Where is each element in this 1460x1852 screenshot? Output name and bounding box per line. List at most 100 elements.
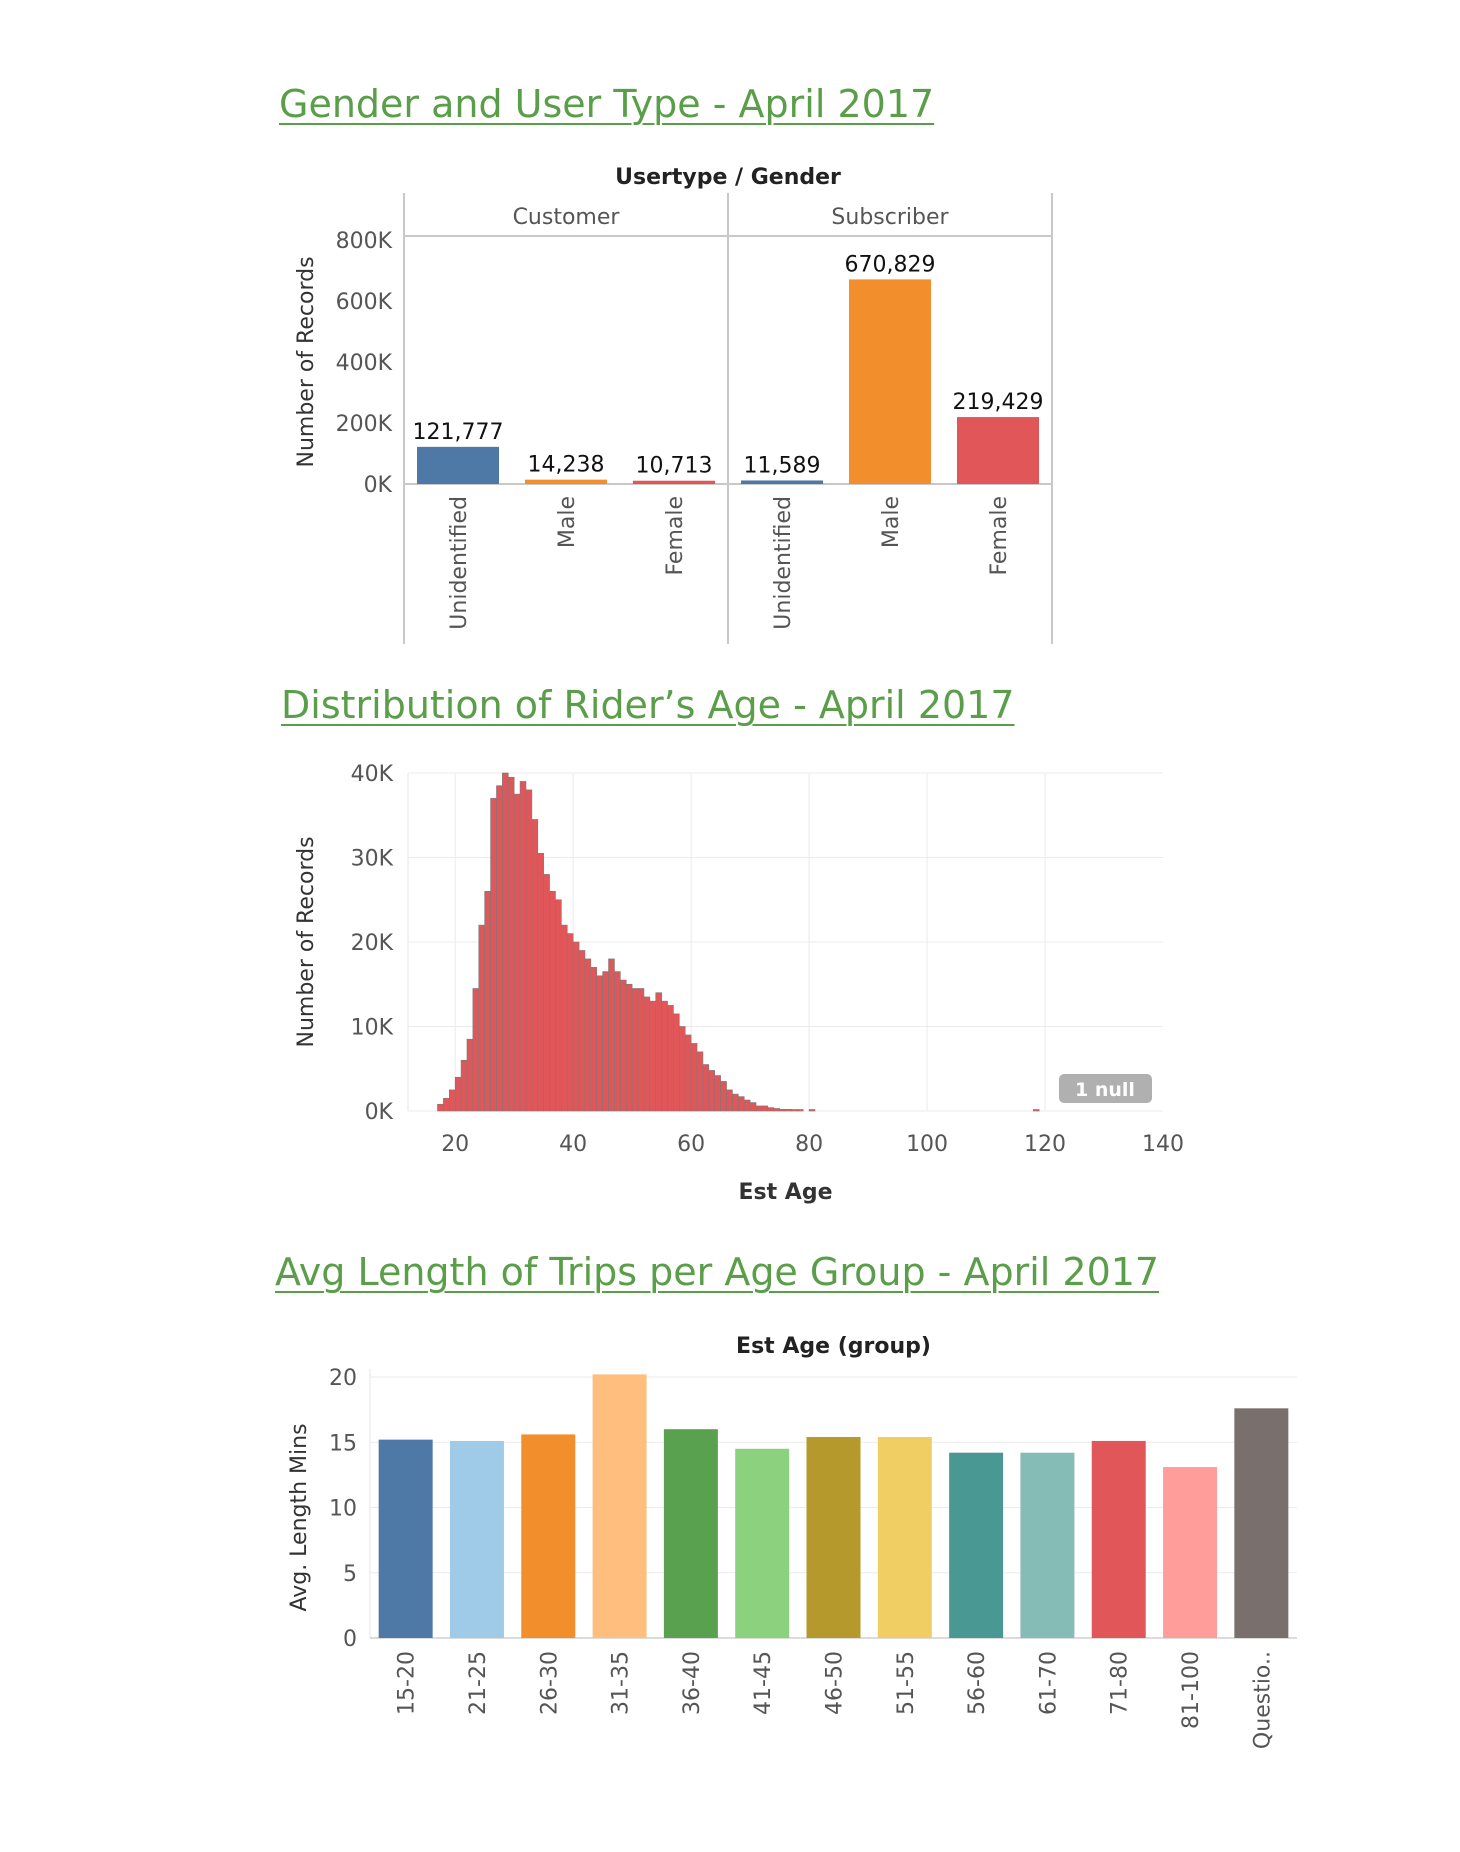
gender-usertype-title: Gender and User Type - April 2017 bbox=[279, 82, 935, 126]
x-category-label: Male bbox=[879, 496, 904, 548]
histogram-bar bbox=[673, 1013, 680, 1112]
histogram-bar bbox=[454, 1076, 462, 1112]
bar bbox=[877, 1437, 932, 1638]
bar bbox=[1163, 1467, 1218, 1638]
x-category-label: 61-70 bbox=[1036, 1651, 1061, 1715]
histogram-bar bbox=[525, 789, 533, 1112]
bar-value-label: 670,829 bbox=[845, 252, 936, 277]
x-category-label: 71-80 bbox=[1108, 1651, 1133, 1715]
histogram-bar bbox=[596, 975, 603, 1112]
histogram-bar bbox=[684, 1034, 692, 1112]
histogram-bar bbox=[714, 1075, 721, 1112]
histogram-bar bbox=[472, 988, 480, 1112]
y-tick-label: 400K bbox=[336, 351, 393, 376]
x-category-label: Female bbox=[663, 496, 688, 576]
x-category-label: 46-50 bbox=[823, 1651, 848, 1715]
bar bbox=[521, 1434, 576, 1638]
histogram-bar bbox=[761, 1105, 769, 1112]
histogram-bar bbox=[443, 1098, 450, 1112]
bar bbox=[378, 1439, 433, 1638]
y-tick-label: 0K bbox=[364, 473, 393, 498]
bar bbox=[741, 480, 823, 484]
x-category-label: 51-55 bbox=[894, 1651, 919, 1715]
histogram-bar bbox=[690, 1043, 698, 1112]
histogram-bar bbox=[519, 781, 527, 1112]
y-tick-label: 200K bbox=[336, 412, 393, 437]
histogram-bar bbox=[679, 1026, 686, 1112]
histogram-bar bbox=[513, 793, 521, 1112]
histogram-bar bbox=[566, 933, 574, 1112]
histogram-bar bbox=[466, 1038, 474, 1112]
group-label: Subscriber bbox=[831, 205, 949, 230]
histogram-bar bbox=[602, 971, 609, 1112]
x-tick-label: 60 bbox=[677, 1132, 705, 1157]
x-category-label: 15-20 bbox=[395, 1651, 420, 1715]
histogram-bar bbox=[484, 891, 491, 1112]
x-category-label: 26-30 bbox=[537, 1651, 562, 1715]
histogram-bar bbox=[614, 971, 621, 1112]
histogram-bar bbox=[667, 1005, 674, 1112]
bar bbox=[592, 1374, 647, 1638]
trip-length-title: Avg Length of Trips per Age Group - Apri… bbox=[275, 1250, 1160, 1294]
x-tick-label: 100 bbox=[906, 1132, 948, 1157]
bar-value-label: 219,429 bbox=[953, 390, 1044, 415]
histogram-bar bbox=[791, 1109, 798, 1112]
histogram-bar bbox=[702, 1064, 710, 1112]
histogram-bar bbox=[785, 1109, 792, 1112]
y-axis-label: Number of Records bbox=[294, 836, 319, 1047]
age-distribution-title: Distribution of Rider’s Age - April 2017 bbox=[281, 683, 1015, 727]
x-category-label: 41-45 bbox=[751, 1651, 776, 1715]
histogram-bar bbox=[561, 924, 568, 1112]
usertype-gender-header: Usertype / Gender bbox=[615, 165, 841, 190]
bar-value-label: 11,589 bbox=[744, 453, 821, 478]
age-group-header: Est Age (group) bbox=[736, 1334, 931, 1359]
histogram-bar bbox=[507, 776, 515, 1112]
histogram-bar bbox=[502, 772, 509, 1112]
histogram-bar bbox=[590, 967, 598, 1112]
y-tick-label: 0 bbox=[343, 1627, 357, 1652]
bar bbox=[449, 1440, 504, 1638]
x-category-label: 56-60 bbox=[965, 1651, 990, 1715]
histogram-bar bbox=[649, 1000, 657, 1112]
histogram-bar bbox=[720, 1081, 727, 1112]
histogram-bar bbox=[478, 924, 485, 1112]
histogram-bar bbox=[531, 819, 539, 1112]
histogram-bar bbox=[543, 874, 550, 1112]
x-category-label: 21-25 bbox=[466, 1651, 491, 1715]
bar bbox=[849, 279, 931, 484]
x-category-label: Unidentified bbox=[771, 496, 796, 630]
x-category-label: 81-100 bbox=[1179, 1651, 1204, 1729]
bar bbox=[525, 479, 607, 484]
x-tick-label: 20 bbox=[441, 1132, 469, 1157]
histogram-bar bbox=[537, 852, 544, 1112]
histogram-bar bbox=[655, 992, 662, 1112]
y-axis-label: Number of Records bbox=[294, 256, 319, 467]
histogram-bar bbox=[555, 899, 562, 1112]
group-label: Customer bbox=[513, 205, 621, 230]
x-tick-label: 120 bbox=[1024, 1132, 1066, 1157]
x-tick-label: 140 bbox=[1142, 1132, 1184, 1157]
histogram-bar bbox=[437, 1103, 444, 1112]
histogram-bar bbox=[773, 1108, 780, 1112]
y-tick-label: 20 bbox=[329, 1366, 357, 1391]
x-category-label: Questio.. bbox=[1250, 1651, 1275, 1749]
bar bbox=[957, 417, 1039, 484]
histogram-bar bbox=[755, 1105, 763, 1112]
histogram-bar bbox=[779, 1109, 786, 1112]
histogram-bar bbox=[631, 988, 639, 1112]
histogram-bar bbox=[808, 1109, 816, 1112]
bar bbox=[949, 1452, 1004, 1638]
y-tick-label: 10K bbox=[351, 1016, 394, 1041]
x-category-label: Female bbox=[987, 496, 1012, 576]
x-tick-label: 80 bbox=[795, 1132, 823, 1157]
y-tick-label: 800K bbox=[336, 229, 393, 254]
age-distribution-chart: 0K 10K 20K 30K 40K 20 40 60 80 100 120 140 Number of… bbox=[294, 762, 1184, 1205]
histogram-bar bbox=[637, 988, 645, 1112]
bar bbox=[806, 1437, 861, 1638]
bar bbox=[1091, 1440, 1146, 1638]
histogram-bar bbox=[696, 1051, 704, 1112]
x-category-label: 36-40 bbox=[680, 1651, 705, 1715]
bar bbox=[1234, 1408, 1289, 1638]
histogram-bar bbox=[708, 1070, 716, 1112]
y-tick-label: 600K bbox=[336, 290, 393, 315]
